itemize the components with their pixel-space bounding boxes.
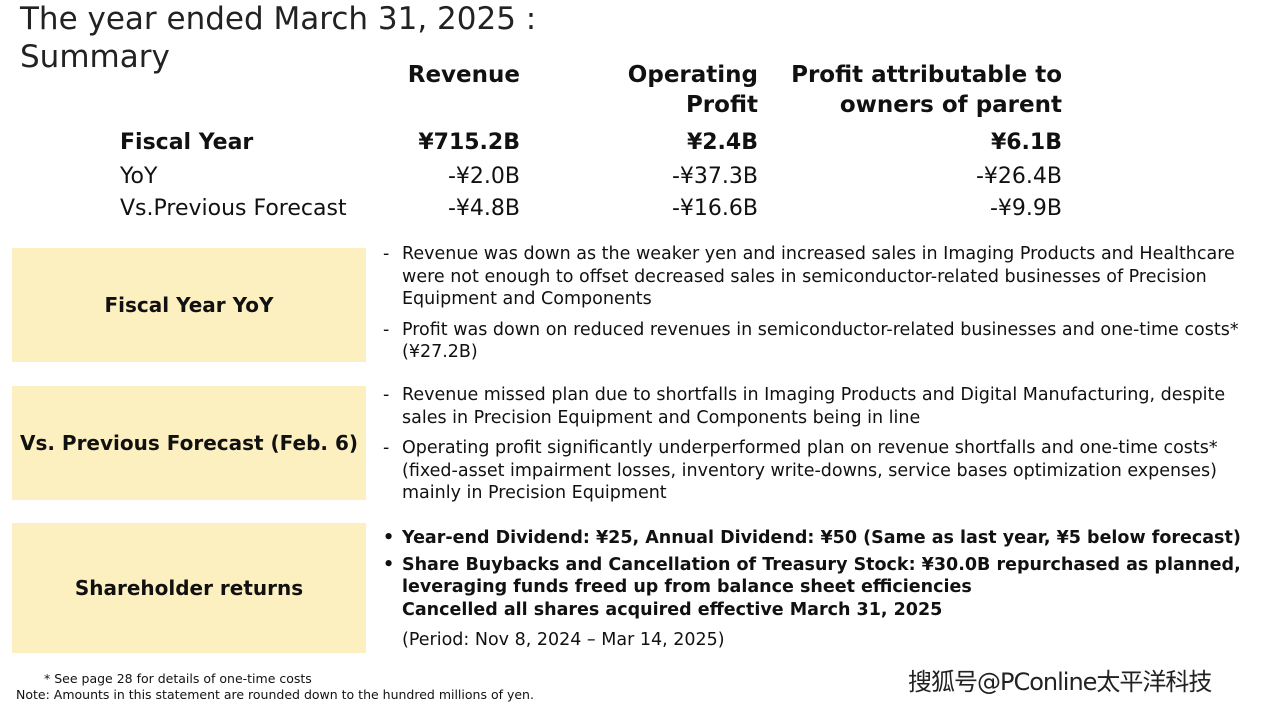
header-operating-profit: Operating Profit: [627, 62, 758, 118]
list-item: • Share Buybacks and Cancellation of Trea…: [383, 554, 1241, 598]
section-list-fiscal-year-yoy: - Revenue was down as the weaker yen and …: [383, 243, 1263, 372]
list-item: - Revenue missed plan due to shortfalls i…: [383, 385, 1226, 428]
period-note: (Period: Nov 8, 2024 – Mar 14, 2025): [402, 630, 725, 650]
cell-operating-profit: -¥16.6B: [671, 196, 758, 221]
page-title: The year ended March 31, 2025 : Summary: [20, 1, 537, 75]
list-item-continued: Cancelled all shares acquired effective …: [402, 599, 943, 620]
header-profit-parent: Profit attributable to owners of parent: [791, 62, 1062, 118]
footnote-one-time-costs: * See page 28 for details of one-time co…: [44, 671, 312, 686]
row-label: Vs.Previous Forecast: [120, 196, 347, 221]
cell-operating-profit: -¥37.3B: [671, 164, 758, 189]
section-label-shareholder-returns: Shareholder returns: [12, 523, 366, 653]
list-item: - Revenue was down as the weaker yen and …: [383, 244, 1235, 309]
cell-operating-profit: ¥2.4B: [686, 130, 758, 155]
cell-profit-parent: -¥26.4B: [975, 164, 1062, 189]
row-label: Fiscal Year: [120, 130, 254, 155]
section-label-fiscal-year-yoy: Fiscal Year YoY: [12, 248, 366, 362]
list-item: - Profit was down on reduced revenues in …: [383, 319, 1239, 363]
section-label-vs-previous-forecast: Vs. Previous Forecast (Feb. 6): [12, 386, 366, 500]
cell-revenue: -¥4.8B: [447, 196, 520, 221]
section-list-shareholder-returns: • Year-end Dividend: ¥25, Annual Dividend…: [383, 527, 1263, 660]
cell-profit-parent: ¥6.1B: [990, 130, 1062, 155]
footnote-rounding: Note: Amounts in this statement are roun…: [16, 687, 534, 702]
cell-revenue: -¥2.0B: [447, 164, 520, 189]
cell-profit-parent: -¥9.9B: [989, 196, 1062, 221]
watermark: 搜狐号@PConline太平洋科技: [908, 668, 1212, 696]
list-item: • Year-end Dividend: ¥25, Annual Dividend…: [383, 528, 1241, 548]
list-item: - Operating profit significantly underper…: [383, 438, 1218, 503]
section-list-vs-previous-forecast: - Revenue missed plan due to shortfalls i…: [383, 384, 1263, 513]
header-revenue: Revenue: [407, 62, 520, 88]
cell-revenue: ¥715.2B: [418, 130, 520, 155]
row-label: YoY: [120, 164, 158, 189]
